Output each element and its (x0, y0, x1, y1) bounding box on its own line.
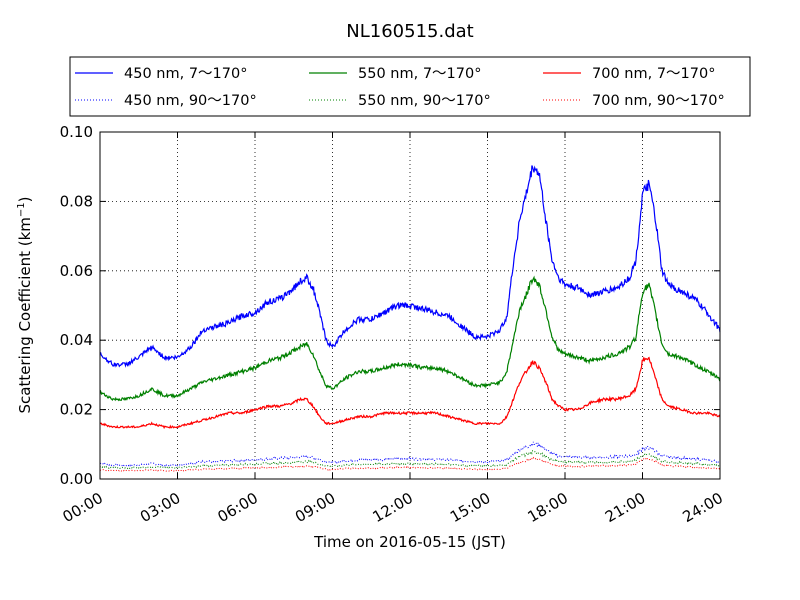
y-tick-labels: 0.00 0.02 0.04 0.06 0.08 0.10 (60, 123, 93, 488)
x-tick-label: 03:00 (137, 489, 183, 526)
legend-label: 550 nm, 90～170° (358, 93, 491, 109)
series-line (99, 450, 721, 470)
y-axis-title-sup: −1 (16, 202, 27, 217)
y-tick-label: 0.08 (60, 192, 93, 210)
x-axis-title: Time on 2016-05-15 (JST) (313, 533, 506, 551)
x-tick-label: 00:00 (60, 489, 106, 526)
legend-frame (69, 56, 751, 117)
y-axis-title-main: Scattering Coefficient (km (16, 217, 34, 413)
chart-title: NL160515.dat (346, 21, 473, 42)
ticks (99, 131, 721, 480)
y-tick-label: 0.02 (60, 401, 93, 419)
grid (100, 132, 720, 479)
legend-label: 450 nm, 7～170° (124, 66, 247, 82)
y-axis-title-close: ) (16, 196, 34, 202)
y-tick-label: 0.00 (60, 470, 93, 488)
y-tick-label: 0.04 (60, 331, 93, 349)
x-tick-label: 18:00 (525, 489, 571, 526)
series-line (99, 275, 721, 402)
x-tick-label: 09:00 (292, 489, 338, 526)
series-layer (99, 165, 721, 472)
series-line (99, 165, 721, 368)
legend: 450 nm, 7～170° 550 nm, 7～170° 700 nm, 7～17… (69, 56, 751, 117)
x-tick-label: 21:00 (602, 489, 648, 526)
series-line (100, 441, 721, 467)
series-line (99, 356, 721, 430)
y-tick-label: 0.10 (60, 123, 93, 141)
y-axis-title: Scattering Coefficient (km−1) (16, 196, 34, 413)
legend-label: 700 nm, 90～170° (592, 93, 725, 109)
x-tick-label: 06:00 (215, 489, 261, 526)
series-line (99, 456, 721, 472)
y-tick-label: 0.06 (60, 262, 93, 280)
x-tick-label: 15:00 (447, 489, 493, 526)
legend-label: 450 nm, 90～170° (124, 93, 257, 109)
x-tick-label: 12:00 (370, 489, 416, 526)
x-tick-label: 24:00 (680, 489, 726, 526)
legend-label: 700 nm, 7～170° (592, 66, 715, 82)
legend-label: 550 nm, 7～170° (358, 66, 481, 82)
x-tick-labels: 00:00 03:00 06:00 09:00 12:00 15:00 18:00 21:00… (60, 489, 726, 526)
